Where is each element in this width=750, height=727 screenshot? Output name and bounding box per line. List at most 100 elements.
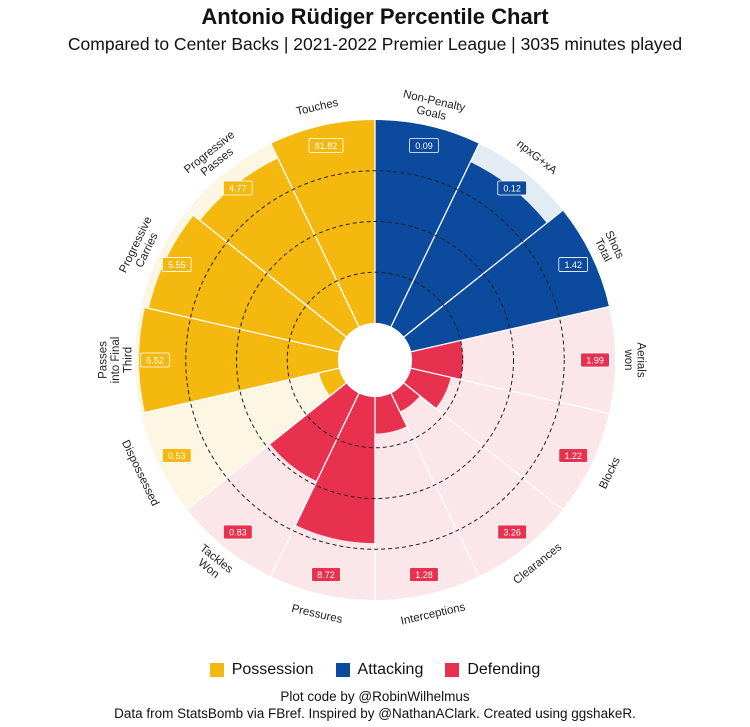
value-text-dispossessed: 0.53 — [168, 451, 186, 461]
value-box-passes-into-final-third — [140, 352, 170, 368]
bar-shots-total — [403, 210, 609, 352]
bar-non-penalty-goals — [375, 120, 480, 327]
legend-swatch-attacking — [335, 663, 350, 677]
value-text-progressive-passes: 4.77 — [229, 183, 247, 193]
value-label-aerials-won: 1.99 — [580, 352, 610, 368]
value-labels: 0.09 0.12 1.42 1.99 1.22 3.26 1.28 8.72 0.83 0.53… — [140, 138, 610, 582]
category-label-line: Touches — [295, 97, 340, 118]
value-label-dispossessed: 0.53 — [161, 448, 192, 463]
caption-line-2: Data from StatsBomb via FBref. Inspired … — [114, 706, 636, 721]
gridline-25 — [286, 271, 464, 449]
separator-line — [270, 393, 360, 577]
separator-line — [140, 367, 340, 415]
value-text-touches: 81.82 — [315, 141, 338, 151]
value-label-npxg-xa: 0.12 — [497, 180, 527, 196]
legend-item-attacking: Attacking — [335, 661, 424, 679]
bar-aerials-won — [411, 340, 463, 380]
value-text-passes-into-final-third: 6.52 — [146, 355, 164, 365]
value-label-clearances: 3.26 — [497, 524, 527, 540]
value-label-interceptions: 1.28 — [409, 567, 439, 582]
value-text-clearances: 3.26 — [503, 527, 521, 537]
gridline-75 — [185, 170, 565, 550]
separator-line — [403, 209, 564, 338]
center-hole — [338, 323, 412, 397]
separator-line — [140, 305, 340, 353]
bar-touches — [270, 120, 375, 327]
category-label-interceptions: Interceptions — [400, 601, 467, 627]
legend-label-attacking: Attacking — [357, 661, 424, 678]
chart-title: Antonio Rüdiger Percentile Chart — [201, 4, 549, 29]
value-text-npxg-xa: 0.12 — [503, 183, 521, 193]
bg-sector-interceptions — [375, 393, 480, 600]
bar-npxg-xa — [391, 162, 547, 337]
value-box-tackles-won — [223, 524, 253, 540]
value-box-non-penalty-goals — [409, 138, 439, 153]
value-label-passes-into-final-third: 6.52 — [140, 352, 170, 368]
legend-swatch-possession — [209, 663, 224, 677]
bar-blocks — [403, 368, 451, 409]
value-box-shots-total — [558, 257, 589, 272]
legend-item-possession: Possession — [209, 661, 314, 679]
value-label-progressive-passes: 4.77 — [223, 180, 253, 196]
percentile-bars — [139, 120, 609, 544]
category-label-aerials-won: Aerialswon — [622, 342, 647, 377]
value-box-pressures — [311, 567, 341, 582]
legend: Possession Attacking Defending — [0, 661, 750, 679]
value-label-progressive-carries: 5.55 — [161, 257, 192, 272]
legend-label-defending: Defending — [467, 661, 541, 678]
bar-dispossessed — [319, 368, 347, 396]
category-label-line: Interceptions — [400, 601, 467, 627]
category-label-line: won — [622, 348, 634, 370]
category-label-blocks: Blocks — [597, 455, 623, 491]
caption-line-1: Plot code by @RobinWilhelmus — [280, 689, 470, 704]
sector-separators — [140, 120, 610, 600]
value-text-aerials-won: 1.99 — [586, 355, 604, 365]
category-label-passes-into-final-third: Passesinto FinalThird — [98, 337, 135, 384]
value-box-interceptions — [409, 567, 439, 582]
legend-label-possession: Possession — [231, 661, 314, 678]
category-label-line: Pressures — [290, 603, 343, 626]
bg-sector-dispossessed — [141, 368, 347, 510]
gridline-50 — [236, 221, 514, 499]
bar-tackles-won — [269, 383, 359, 482]
caption: Plot code by @RobinWilhelmus Data from S… — [0, 688, 750, 722]
value-label-tackles-won: 0.83 — [223, 524, 253, 540]
bar-passes-into-final-third — [139, 307, 339, 413]
value-box-dispossessed — [161, 448, 192, 463]
value-text-pressures: 8.72 — [317, 570, 335, 580]
value-label-pressures: 8.72 — [311, 567, 341, 582]
value-text-blocks: 1.22 — [564, 451, 582, 461]
category-label-shots-total: ShotsTotal — [591, 229, 626, 266]
value-box-touches — [308, 138, 344, 153]
category-label-line: into Final — [110, 337, 122, 384]
value-text-interceptions: 1.28 — [415, 570, 433, 580]
value-label-non-penalty-goals: 0.09 — [409, 138, 439, 153]
value-box-npxg-xa — [497, 180, 527, 196]
value-text-non-penalty-goals: 0.09 — [415, 141, 433, 151]
value-label-shots-total: 1.42 — [558, 257, 589, 272]
value-text-tackles-won: 0.83 — [229, 527, 247, 537]
category-label-line: Blocks — [597, 455, 623, 491]
bar-interceptions — [375, 393, 407, 434]
percentile-gridlines — [185, 170, 565, 550]
bar-progressive-carries — [148, 215, 347, 352]
category-label-pressures: Pressures — [290, 603, 343, 626]
value-box-progressive-carries — [161, 257, 192, 272]
category-label-line: Third — [123, 347, 135, 373]
legend-item-defending: Defending — [445, 661, 540, 679]
value-text-progressive-carries: 5.55 — [168, 260, 186, 270]
value-box-blocks — [558, 448, 589, 463]
value-label-blocks: 1.22 — [558, 448, 589, 463]
separator-line — [186, 382, 347, 511]
value-label-touches: 81.82 — [308, 138, 344, 153]
category-label-touches: Touches — [295, 97, 340, 118]
value-box-progressive-passes — [223, 180, 253, 196]
category-label-line: Aerials — [634, 342, 646, 377]
value-box-clearances — [497, 524, 527, 540]
legend-swatch-defending — [445, 663, 460, 677]
bar-pressures — [295, 393, 375, 544]
bg-sector-blocks — [403, 368, 609, 510]
category-label-non-penalty-goals: Non-PenaltyGoals — [399, 89, 466, 127]
category-label-line: Passes — [98, 341, 110, 379]
